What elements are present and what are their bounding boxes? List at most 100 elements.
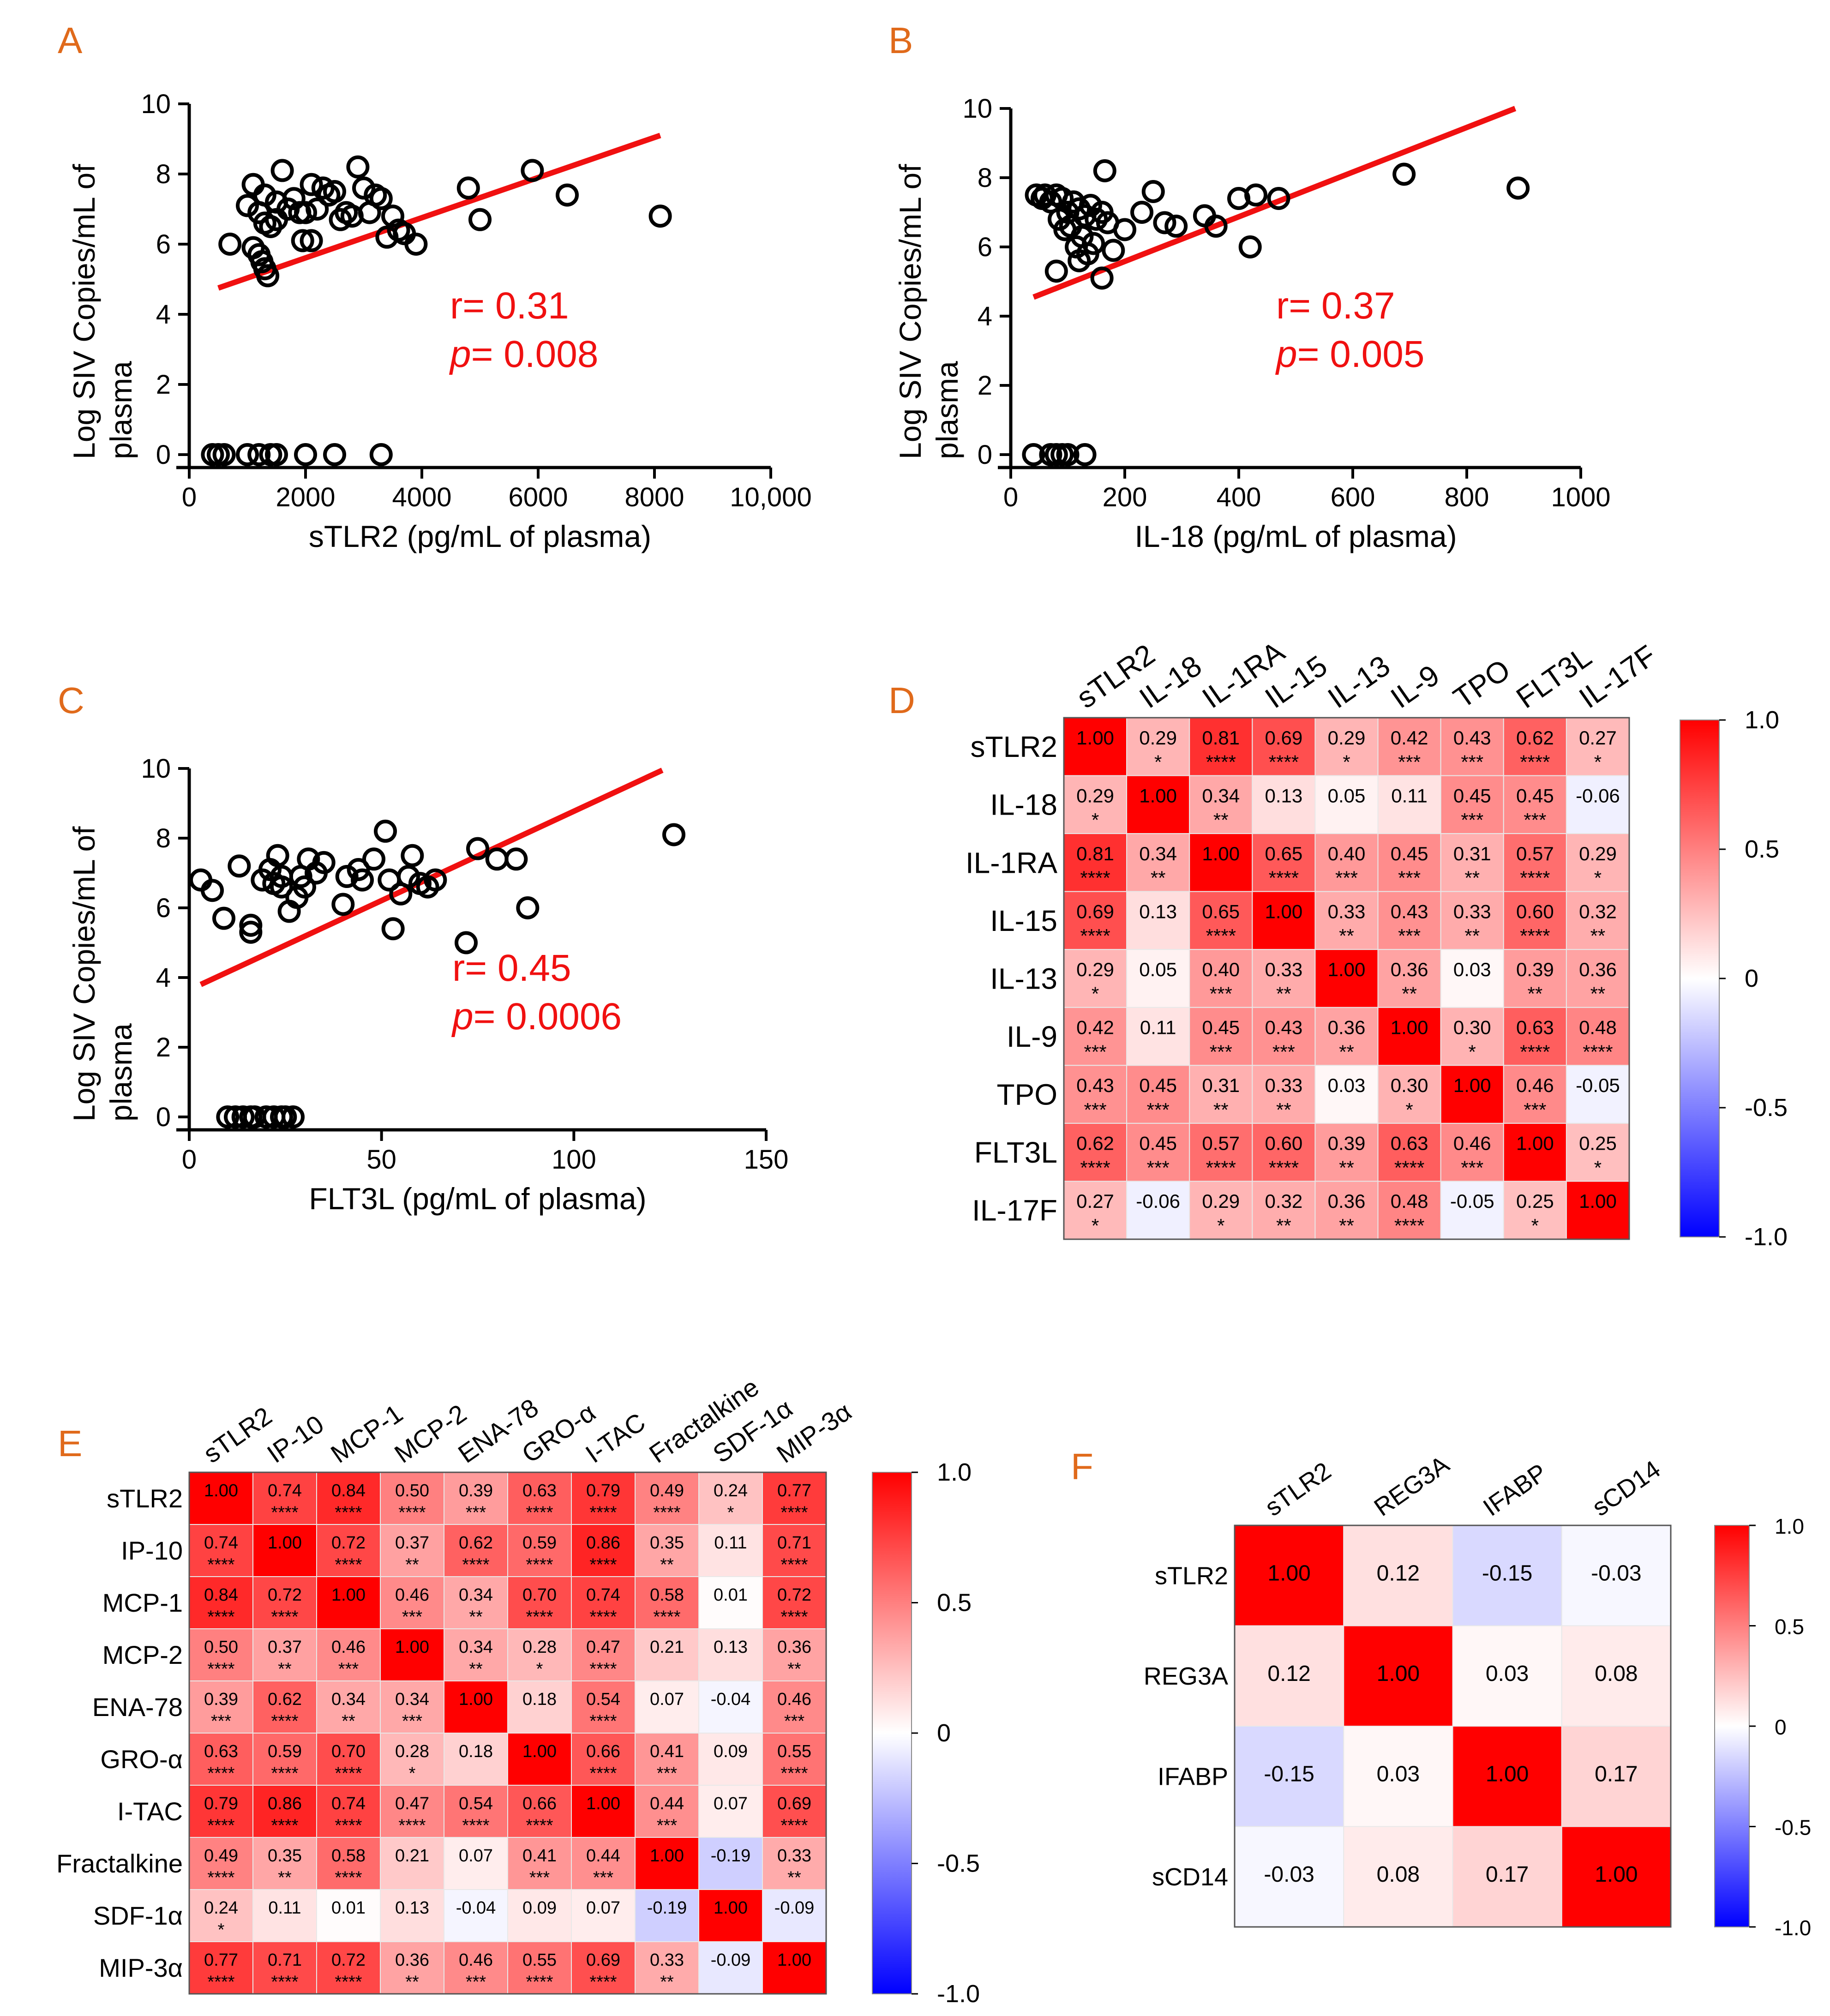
cell-significance: * (409, 1764, 416, 1783)
heatmap-cell (1314, 833, 1379, 892)
data-point (256, 264, 280, 288)
heatmap-cell (316, 1576, 381, 1629)
cell-significance: **** (589, 1711, 617, 1731)
data-point (1022, 443, 1045, 466)
cell-significance: **** (589, 1972, 617, 1992)
cell-value: 1.00 (1267, 1561, 1310, 1586)
data-point (397, 865, 420, 888)
row-label: ENA-78 (92, 1692, 183, 1722)
cell-value: 0.46 (777, 1690, 811, 1709)
heatmap-cell (1503, 949, 1567, 1008)
row-label: IL-17F (972, 1194, 1057, 1227)
heatmap-cell (507, 1837, 572, 1890)
cell-value: 1.00 (650, 1846, 684, 1866)
cell-value: 0.09 (714, 1742, 748, 1761)
cell-significance: ** (1276, 983, 1291, 1005)
heatmap-cell (1189, 775, 1253, 834)
heatmap-cell (316, 1472, 381, 1525)
heatmap-cell (444, 1576, 508, 1629)
cell-significance: **** (653, 1503, 680, 1522)
cell-value: 0.54 (586, 1690, 620, 1709)
cell-value: 1.00 (714, 1898, 748, 1918)
cell-significance: *** (657, 1764, 678, 1783)
heatmap-cell (1503, 775, 1567, 834)
colorbar (1714, 1525, 1750, 1927)
cell-value: 0.43 (1391, 900, 1428, 922)
x-tick-label: 0 (182, 482, 197, 512)
data-point (516, 896, 540, 919)
cell-significance: ** (1590, 983, 1606, 1005)
heatmap-border (1063, 717, 1630, 1240)
cell-value: 0.45 (1202, 1017, 1240, 1038)
cell-significance: *** (1084, 1099, 1107, 1121)
regression-line (217, 132, 661, 291)
heatmap-cell (571, 1628, 636, 1681)
cell-significance: **** (335, 1555, 362, 1574)
cell-value: 0.74 (204, 1533, 238, 1553)
cell-value: 0.46 (331, 1638, 366, 1657)
cell-value: 0.11 (268, 1898, 301, 1918)
heatmap-cell (1314, 1007, 1379, 1066)
cell-significance: **** (1080, 925, 1110, 947)
heatmap-cell (1503, 717, 1567, 776)
heatmap-cell (1252, 949, 1316, 1008)
data-point (1506, 176, 1530, 200)
cell-value: 0.65 (1202, 900, 1240, 922)
heatmap-cell (380, 1889, 444, 1942)
heatmap-cell (252, 1472, 317, 1525)
data-point (351, 868, 374, 892)
data-point (662, 823, 685, 846)
column-label: IL-9 (1385, 658, 1446, 714)
cell-significance: **** (1269, 867, 1299, 889)
heatmap-cell (507, 1941, 572, 1994)
cell-value: 0.29 (1328, 727, 1366, 749)
heatmap-cell (316, 1941, 381, 1994)
cell-significance: ** (469, 1659, 483, 1679)
colorbar-tick-label: 1.0 (937, 1458, 972, 1486)
cell-value: 0.11 (1140, 1017, 1176, 1038)
y-axis-title-line-2: plasma (104, 361, 138, 459)
colorbar (872, 1472, 912, 1994)
x-tick-label: 150 (744, 1145, 789, 1175)
cell-significance: ** (1339, 1157, 1354, 1178)
panel-letter-a: A (58, 20, 83, 61)
cell-value: 0.69 (1265, 727, 1303, 749)
data-point (216, 1105, 240, 1128)
cell-value: 0.08 (1595, 1662, 1638, 1686)
cell-value: 0.48 (1579, 1017, 1617, 1038)
cell-significance: **** (526, 1555, 553, 1574)
x-tick-label: 0 (182, 1145, 197, 1175)
p-value: p= 0.008 (449, 333, 598, 375)
heatmap-cell (189, 1785, 253, 1838)
panel-letter-f: F (1071, 1446, 1093, 1487)
cell-significance: ** (1339, 1041, 1354, 1062)
cell-significance: **** (780, 1555, 808, 1574)
data-point (1079, 194, 1102, 217)
cell-value: 0.18 (522, 1690, 557, 1709)
cell-value: 0.36 (1579, 959, 1617, 980)
heatmap-cell (1063, 775, 1128, 834)
heatmap-cell (1314, 717, 1379, 776)
cell-significance: * (1469, 1041, 1476, 1062)
cell-value: 0.24 (204, 1898, 238, 1918)
data-point (456, 176, 480, 200)
heatmap-cell (1343, 1625, 1453, 1727)
cell-value: 0.65 (1265, 843, 1303, 864)
heatmap-cell (1377, 891, 1441, 950)
cell-significance: **** (1520, 925, 1550, 947)
p-value-label: p (451, 996, 474, 1038)
y-tick-label: 0 (156, 1102, 171, 1132)
data-point (1068, 249, 1091, 272)
data-point (247, 443, 271, 466)
data-point (1073, 443, 1097, 466)
panel-letter-b: B (888, 20, 913, 61)
row-label: sTLR2 (1155, 1562, 1228, 1590)
heatmap-cell (635, 1941, 699, 1994)
cell-value: -0.04 (711, 1690, 751, 1709)
data-point (270, 875, 293, 899)
heatmap-cell (1126, 775, 1190, 834)
cell-value: 1.00 (1377, 1662, 1420, 1686)
cell-value: 0.36 (1328, 1017, 1366, 1038)
